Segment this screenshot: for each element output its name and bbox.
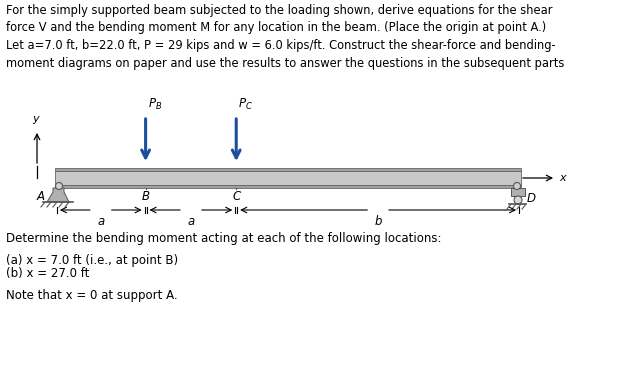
Text: b: b [375, 215, 382, 228]
Text: a: a [97, 215, 104, 228]
Text: C: C [232, 190, 240, 203]
Text: Determine the bending moment acting at each of the following locations:: Determine the bending moment acting at e… [6, 232, 441, 245]
Text: x: x [559, 173, 565, 183]
Bar [511, 188, 525, 196]
Bar [55, 185, 521, 188]
Text: D: D [527, 192, 536, 205]
Circle shape [513, 182, 520, 189]
Polygon shape [47, 188, 69, 202]
Text: $P_C$: $P_C$ [238, 97, 253, 112]
Circle shape [514, 196, 522, 204]
Text: A: A [37, 190, 45, 203]
Text: (b) x = 27.0 ft: (b) x = 27.0 ft [6, 267, 90, 280]
Bar [55, 168, 521, 171]
Text: (a) x = 7.0 ft (i.e., at point B): (a) x = 7.0 ft (i.e., at point B) [6, 254, 178, 267]
Text: a: a [187, 215, 195, 228]
Text: y: y [32, 114, 39, 124]
Text: Note that x = 0 at support A.: Note that x = 0 at support A. [6, 289, 177, 302]
Circle shape [55, 182, 62, 189]
Text: For the simply supported beam subjected to the loading shown, derive equations f: For the simply supported beam subjected … [6, 4, 564, 69]
Bar [55, 171, 521, 185]
Text: B: B [142, 190, 149, 203]
Text: $P_B$: $P_B$ [148, 97, 162, 112]
